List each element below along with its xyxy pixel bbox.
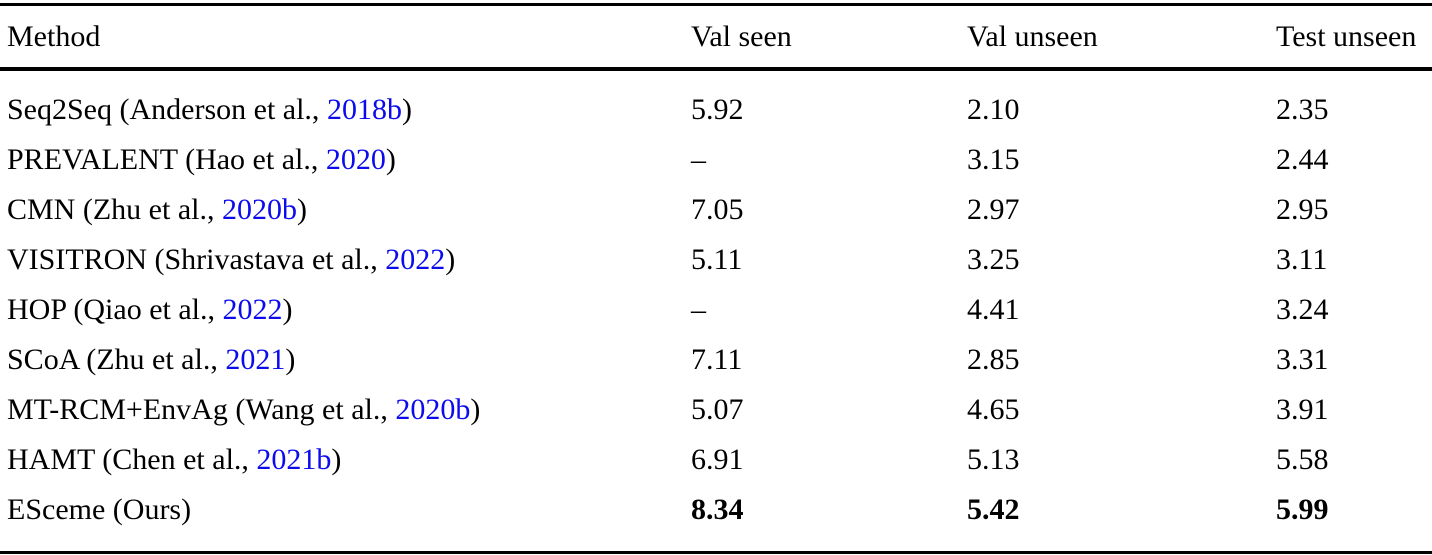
val-seen-cell: 7.11 — [691, 343, 743, 376]
test-unseen-cell: 5.99 — [1269, 485, 1432, 554]
method-suffix: ) — [296, 193, 307, 226]
method-cell: SCoA (Zhu et al., 2021) — [0, 335, 684, 385]
method-suffix: ) — [470, 393, 481, 426]
method-suffix: ) — [331, 443, 342, 476]
col-header-val-seen: Val seen — [684, 3, 960, 71]
method-suffix: ) — [282, 293, 293, 326]
method-suffix: ) — [285, 343, 296, 376]
test-unseen-cell: 5.58 — [1276, 443, 1329, 476]
citation-link[interactable]: 2022 — [385, 243, 446, 276]
citation-link[interactable]: 2020b — [221, 193, 297, 226]
method-name: PREVALENT (Hao et al., — [7, 143, 326, 176]
val-unseen-cell: 2.85 — [967, 343, 1020, 376]
table-row: VISITRON (Shrivastava et al., 2022) 5.11… — [0, 235, 1432, 285]
val-unseen-cell: 5.42 — [960, 485, 1269, 554]
method-name: ESceme (Ours) — [7, 493, 192, 526]
val-seen-cell: 5.92 — [691, 93, 744, 126]
method-name: HOP (Qiao et al., — [7, 293, 223, 326]
val-unseen-cell: 2.10 — [967, 93, 1020, 126]
method-name: Seq2Seq (Anderson et al., — [7, 93, 327, 126]
test-unseen-cell: 3.31 — [1276, 343, 1329, 376]
citation-link[interactable]: 2022 — [222, 293, 283, 326]
method-cell: MT-RCM+EnvAg (Wang et al., 2020b) — [0, 385, 684, 435]
method-cell: HAMT (Chen et al., 2021b) — [0, 435, 684, 485]
val-unseen-cell: 3.25 — [967, 243, 1020, 276]
val-seen-cell: 6.91 — [691, 443, 744, 476]
table-row: HAMT (Chen et al., 2021b) 6.91 5.13 5.58 — [0, 435, 1432, 485]
val-seen-cell: 8.34 — [684, 485, 960, 554]
val-unseen-cell: 3.15 — [967, 143, 1020, 176]
val-unseen-cell: 5.13 — [967, 443, 1020, 476]
val-seen-cell: – — [691, 143, 706, 176]
val-unseen-cell: 4.41 — [967, 293, 1020, 326]
method-name: VISITRON (Shrivastava et al., — [7, 243, 386, 276]
method-suffix: ) — [445, 243, 456, 276]
method-cell: CMN (Zhu et al., 2020b) — [0, 185, 684, 235]
method-cell: VISITRON (Shrivastava et al., 2022) — [0, 235, 684, 285]
header-row: Method Val seen Val unseen Test unseen — [0, 3, 1432, 71]
table-row: MT-RCM+EnvAg (Wang et al., 2020b) 5.07 4… — [0, 385, 1432, 435]
val-seen-cell: – — [691, 293, 706, 326]
citation-link[interactable]: 2020 — [325, 143, 386, 176]
val-seen-cell: 5.07 — [691, 393, 744, 426]
method-suffix: ) — [401, 93, 412, 126]
val-seen-cell: 5.11 — [691, 243, 743, 276]
test-unseen-cell: 2.35 — [1276, 93, 1329, 126]
method-suffix: ) — [385, 143, 396, 176]
method-name: CMN (Zhu et al., — [7, 193, 222, 226]
test-unseen-cell: 3.91 — [1276, 393, 1329, 426]
citation-link[interactable]: 2020b — [395, 393, 471, 426]
table-row: ESceme (Ours) 8.34 5.42 5.99 — [0, 485, 1432, 554]
method-name: SCoA (Zhu et al., — [7, 343, 226, 376]
method-cell: Seq2Seq (Anderson et al., 2018b) — [0, 69, 684, 135]
citation-link[interactable]: 2018b — [326, 93, 402, 126]
col-header-test-unseen: Test unseen — [1269, 3, 1432, 71]
test-unseen-cell: 2.44 — [1276, 143, 1329, 176]
citation-link[interactable]: 2021b — [256, 443, 332, 476]
val-unseen-cell: 4.65 — [967, 393, 1020, 426]
val-unseen-cell: 2.97 — [967, 193, 1020, 226]
test-unseen-cell: 3.24 — [1276, 293, 1329, 326]
col-header-method: Method — [0, 3, 684, 71]
test-unseen-cell: 3.11 — [1276, 243, 1328, 276]
method-name: MT-RCM+EnvAg (Wang et al., — [7, 393, 396, 426]
val-seen-cell: 7.05 — [691, 193, 744, 226]
table-row: SCoA (Zhu et al., 2021) 7.11 2.85 3.31 — [0, 335, 1432, 385]
method-cell: PREVALENT (Hao et al., 2020) — [0, 135, 684, 185]
test-unseen-cell: 2.95 — [1276, 193, 1329, 226]
method-cell: ESceme (Ours) — [0, 485, 684, 554]
table-row: Seq2Seq (Anderson et al., 2018b) 5.92 2.… — [0, 69, 1432, 135]
table-row: HOP (Qiao et al., 2022) – 4.41 3.24 — [0, 285, 1432, 335]
results-table: Method Val seen Val unseen Test unseen S… — [0, 3, 1432, 554]
method-cell: HOP (Qiao et al., 2022) — [0, 285, 684, 335]
method-name: HAMT (Chen et al., — [7, 443, 257, 476]
citation-link[interactable]: 2021 — [225, 343, 286, 376]
table-row: CMN (Zhu et al., 2020b) 7.05 2.97 2.95 — [0, 185, 1432, 235]
col-header-val-unseen: Val unseen — [960, 3, 1269, 71]
table-row: PREVALENT (Hao et al., 2020) – 3.15 2.44 — [0, 135, 1432, 185]
